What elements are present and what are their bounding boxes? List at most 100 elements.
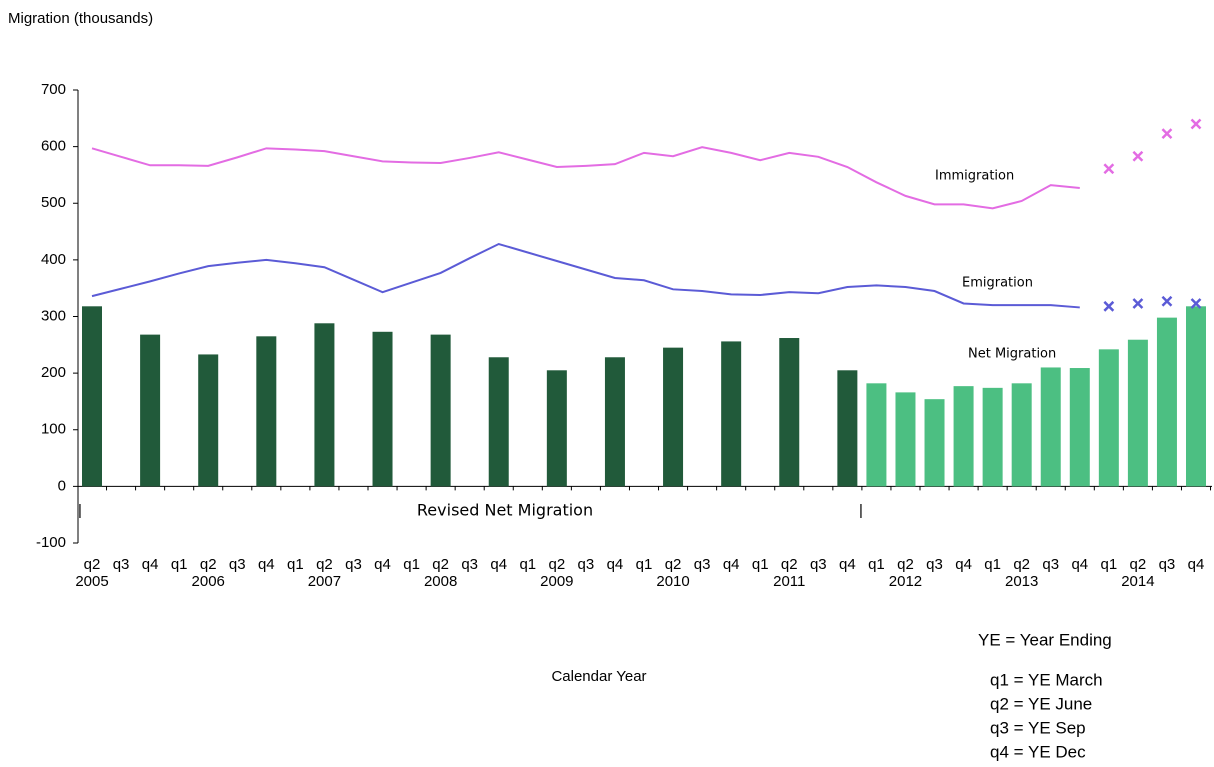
series-label: Net Migration <box>968 347 1056 362</box>
bar <box>1040 367 1061 487</box>
bar <box>314 323 335 487</box>
year-label: 2012 <box>889 573 922 590</box>
x-tick-label: q1 <box>171 556 188 573</box>
year-label: 2008 <box>424 573 457 590</box>
x-tick-label: q1 <box>1100 556 1117 573</box>
x-tick-label: q4 <box>839 556 856 573</box>
bar <box>866 383 887 487</box>
x-tick-label: q2 <box>316 556 333 573</box>
bar <box>1011 383 1032 487</box>
bar <box>1069 368 1090 487</box>
y-tick-label: 100 <box>41 421 66 438</box>
bar <box>982 387 1003 487</box>
cross-marker <box>1190 118 1202 130</box>
y-tick-label: 300 <box>41 307 66 324</box>
cross-marker <box>1190 298 1202 309</box>
line <box>91 146 1080 210</box>
x-tick-label: q4 <box>1071 556 1088 573</box>
y-tick-label: 600 <box>41 138 66 155</box>
bar <box>604 357 625 487</box>
x-tick-label: q1 <box>752 556 769 573</box>
bar <box>895 392 916 487</box>
x-tick-label: q4 <box>142 556 159 573</box>
y-tick-label: 500 <box>41 194 66 211</box>
y-tick-label: -100 <box>36 534 66 551</box>
bar <box>837 370 858 487</box>
series-label: Immigration <box>935 169 1014 184</box>
x-tick-label: q3 <box>578 556 595 573</box>
cross-marker <box>1161 128 1173 139</box>
bar <box>924 399 945 487</box>
note: q4 = YE Dec <box>990 742 1086 761</box>
x-tick-label: q2 <box>1130 556 1147 573</box>
x-tick-label: q4 <box>723 556 740 573</box>
x-tick-label: q3 <box>229 556 246 573</box>
y-tick-label: 400 <box>41 251 66 268</box>
cross-marker <box>1132 150 1144 162</box>
x-tick-label: q3 <box>461 556 478 573</box>
bar <box>546 370 567 487</box>
x-tick-label: q3 <box>1042 556 1059 573</box>
bar <box>256 336 277 487</box>
year-label: 2011 <box>773 573 805 590</box>
bar <box>430 334 451 487</box>
x-tick-label: q4 <box>1188 556 1205 573</box>
cross-marker <box>1132 298 1144 309</box>
cross-marker <box>1161 295 1173 307</box>
bar <box>82 306 102 487</box>
bar <box>198 354 219 487</box>
x-tick-label: q1 <box>403 556 420 573</box>
bar <box>1156 317 1177 487</box>
x-tick-label: q3 <box>113 556 130 573</box>
note: q3 = YE Sep <box>990 718 1086 737</box>
bar <box>721 341 742 487</box>
year-label: 2005 <box>75 573 108 590</box>
x-tick-label: q2 <box>548 556 565 573</box>
bar <box>1186 306 1206 487</box>
y-tick-label: 700 <box>41 81 66 98</box>
x-tick-label: q2 <box>1013 556 1030 573</box>
x-axis-label: Calendar Year <box>551 668 646 685</box>
x-tick-label: q1 <box>636 556 653 573</box>
bar <box>779 338 800 487</box>
x-tick-label: q1 <box>287 556 304 573</box>
note: YE = Year Ending <box>978 630 1112 649</box>
bar <box>1098 349 1119 487</box>
x-tick-label: q3 <box>694 556 711 573</box>
bar <box>140 334 161 487</box>
x-tick-label: q3 <box>810 556 827 573</box>
line <box>91 242 1080 309</box>
x-tick-label: q4 <box>258 556 275 573</box>
bar <box>953 386 974 487</box>
x-tick-label: q2 <box>665 556 682 573</box>
x-tick-label: q2 <box>432 556 449 573</box>
bracket: | <box>78 502 82 519</box>
x-tick-label: q3 <box>926 556 943 573</box>
year-label: 2013 <box>1005 573 1038 590</box>
x-tick-label: q3 <box>345 556 362 573</box>
x-tick-label: q1 <box>868 556 885 573</box>
cross-marker <box>1103 163 1115 175</box>
x-tick-label: q2 <box>200 556 217 573</box>
year-label: 2014 <box>1121 573 1154 590</box>
bar <box>663 347 684 487</box>
x-tick-label: q4 <box>374 556 391 573</box>
note: q2 = YE June <box>990 694 1092 713</box>
x-tick-label: q2 <box>84 556 101 573</box>
year-label: 2007 <box>308 573 341 590</box>
x-tick-label: q4 <box>607 556 624 573</box>
year-label: 2010 <box>656 573 689 590</box>
chart-title: Migration (thousands) <box>8 10 153 27</box>
y-tick-label: 200 <box>41 364 66 381</box>
cross-marker <box>1103 300 1115 312</box>
x-tick-label: q1 <box>519 556 536 573</box>
year-label: 2006 <box>192 573 225 590</box>
y-tick-label: 0 <box>58 477 66 494</box>
x-tick-label: q1 <box>984 556 1001 573</box>
x-tick-label: q4 <box>955 556 972 573</box>
series-label: Revised Net Migration <box>417 501 593 520</box>
bar <box>1127 339 1148 487</box>
bar <box>488 357 509 487</box>
bracket: | <box>859 502 863 519</box>
year-label: 2009 <box>540 573 573 590</box>
